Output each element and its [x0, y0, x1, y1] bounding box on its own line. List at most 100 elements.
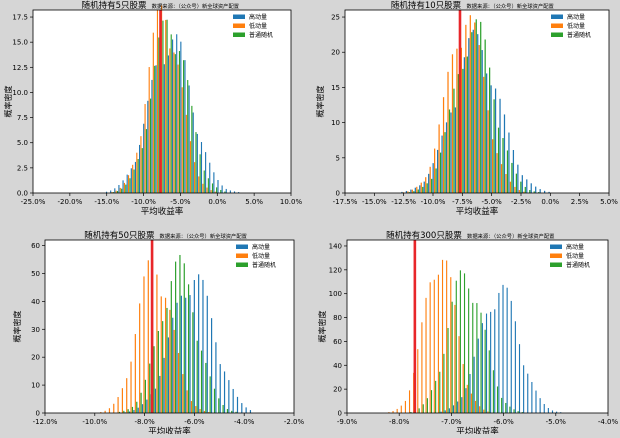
histogram-bar: [169, 309, 171, 413]
histogram-bar: [441, 135, 443, 193]
histogram-bar: [472, 29, 474, 193]
histogram-bar: [150, 98, 152, 193]
legend-label: 高动量: [249, 13, 267, 21]
y-tick-label: 80: [333, 314, 342, 322]
histogram-bar: [453, 88, 455, 193]
histogram-bar: [529, 190, 531, 193]
y-tick-label: 100: [329, 290, 342, 298]
plot-area: [347, 240, 608, 413]
x-tick-label: 0.0%: [208, 198, 226, 206]
histogram-bar: [211, 183, 214, 193]
histogram-bar: [125, 184, 127, 193]
series-3-bars: [408, 19, 540, 194]
y-axis-label: 概率密度: [315, 86, 325, 118]
histogram-bar: [126, 174, 128, 193]
histogram-bar: [426, 183, 428, 193]
histogram-bar: [222, 404, 224, 413]
histogram-bar: [162, 321, 164, 413]
histogram-bar: [408, 390, 411, 413]
histogram-bar: [422, 186, 424, 193]
y-tick-label: 20: [31, 354, 40, 362]
x-tick-label: -10.0%: [82, 418, 107, 426]
histogram-bar: [199, 154, 201, 193]
histogram-bar: [180, 41, 182, 194]
histogram-bar: [229, 190, 231, 193]
histogram-bar: [198, 274, 200, 413]
histogram-bar: [116, 190, 119, 193]
histogram-bar: [169, 48, 171, 193]
histogram-bar: [249, 410, 252, 413]
histogram-bar: [523, 365, 525, 413]
chart-panel-2: -17.5% -15.0% -12.5% -10.0% -7.5% -5.0% -2.5% 0…: [315, 0, 618, 217]
histogram-bar: [533, 191, 535, 193]
histogram-bar: [131, 406, 134, 413]
histogram-bar: [151, 79, 153, 193]
histogram-bar: [477, 338, 479, 413]
histogram-bar: [484, 39, 486, 194]
histogram-bar: [139, 144, 141, 193]
histogram-bar: [514, 186, 516, 193]
histogram-bar: [100, 412, 102, 413]
legend-swatch: [233, 23, 245, 28]
histogram-bar: [211, 318, 213, 413]
source-note: 数据来源：（公众号）新全球资产配置: [466, 2, 553, 10]
histogram-bar: [501, 397, 503, 413]
histogram-bar: [114, 188, 116, 193]
histogram-bar: [457, 74, 460, 193]
histogram-bar: [429, 166, 431, 193]
histogram-bar: [410, 412, 412, 413]
histogram-bar: [191, 105, 193, 193]
histogram-bar: [216, 187, 218, 193]
series-1-bars: [440, 284, 562, 413]
chart-title: 随机持有10只股票: [391, 0, 462, 11]
histogram-bar: [509, 181, 512, 193]
histogram-bar: [192, 112, 194, 193]
histogram-bar: [193, 280, 195, 413]
x-axis-label: 平均收益率: [141, 206, 184, 217]
histogram-bar: [200, 142, 203, 193]
histogram-bar: [496, 386, 499, 413]
histogram-bar: [510, 300, 512, 413]
histogram-bar: [434, 148, 436, 193]
histogram-bar: [447, 328, 449, 413]
histogram-bar: [421, 322, 423, 413]
histogram-bar: [490, 311, 492, 413]
histogram-bar: [189, 295, 191, 413]
y-tick-label: 10: [31, 382, 40, 390]
histogram-bar: [474, 22, 476, 194]
histogram-bar: [416, 186, 418, 193]
y-tick-label: 20: [333, 386, 342, 394]
chart-title: 随机持有300只股票: [386, 230, 462, 241]
histogram-bar: [203, 410, 205, 413]
y-tick-label: 0.0: [17, 190, 28, 198]
histogram-bar: [481, 323, 483, 413]
y-tick-label: 17.5: [12, 14, 28, 22]
histogram-bar: [470, 393, 472, 413]
histogram-bar: [521, 412, 523, 413]
histogram-bar: [140, 136, 142, 193]
histogram-bar: [503, 114, 506, 193]
histogram-bar: [112, 192, 114, 193]
legend-swatch: [550, 262, 562, 267]
histogram-bar: [462, 68, 464, 193]
histogram-bar: [426, 398, 428, 413]
histogram-bar: [141, 148, 143, 193]
histogram-bar: [451, 54, 454, 193]
histogram-bar: [220, 189, 222, 193]
y-tick-label: 40: [333, 362, 342, 370]
histogram-bar: [190, 401, 193, 413]
histogram-bar: [149, 363, 151, 413]
histogram-bar: [443, 353, 445, 413]
histogram-bar: [134, 161, 136, 193]
plot-frame: [344, 9, 610, 194]
histogram-bar: [172, 39, 174, 194]
plot-area: [345, 10, 609, 193]
x-tick-label: -15.0%: [362, 198, 387, 206]
histogram-bar: [173, 52, 175, 193]
histogram-bar: [245, 407, 247, 413]
y-axis-label: 概率密度: [3, 86, 13, 118]
histogram-bar: [108, 408, 111, 413]
legend-label: 普通随机: [567, 31, 591, 39]
histogram-bar: [466, 56, 468, 193]
